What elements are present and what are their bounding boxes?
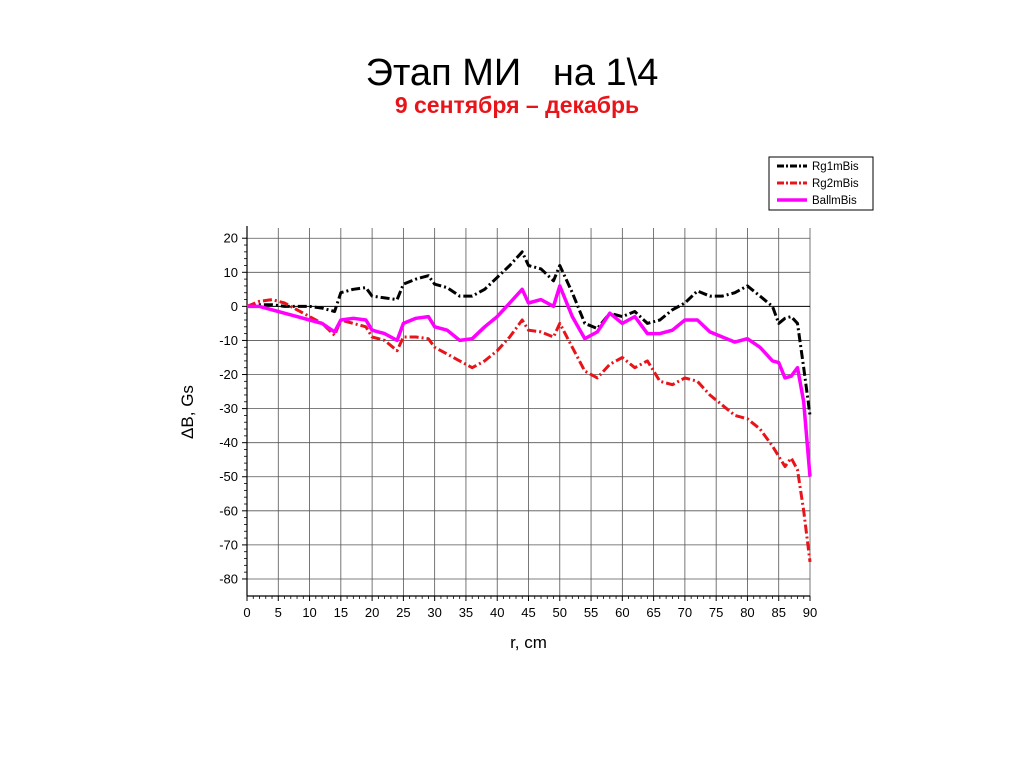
x-tick-label: 50 (553, 605, 567, 620)
x-tick-label: 25 (396, 605, 410, 620)
x-tick-label: 70 (678, 605, 692, 620)
y-tick-label: -10 (219, 333, 238, 348)
x-tick-label: 0 (243, 605, 250, 620)
x-tick-label: 60 (615, 605, 629, 620)
y-tick-label: -20 (219, 367, 238, 382)
legend-label: BallmBis (812, 195, 857, 207)
legend: Rg1mBis Rg2mBis BallmBis (768, 156, 874, 211)
x-tick-label: 65 (646, 605, 660, 620)
y-tick-label: 10 (224, 265, 238, 280)
series-layer (246, 250, 812, 563)
y-tick-label: 20 (224, 231, 238, 246)
x-tick-label: 45 (521, 605, 535, 620)
x-axis-label: r, cm (510, 633, 547, 652)
chart-title: Этап МИ на 1\4 (365, 52, 659, 94)
x-tick-label: 85 (771, 605, 785, 620)
legend-label: Rg2mBis (812, 178, 859, 190)
series-line-Rg2mBis (246, 298, 812, 563)
grid (246, 228, 811, 596)
y-tick-label: -50 (219, 469, 238, 484)
x-tick-label: 15 (334, 605, 348, 620)
x-tick-label: 5 (275, 605, 282, 620)
x-tick-label: 20 (365, 605, 379, 620)
y-tick-label: -30 (219, 401, 238, 416)
legend-label: Rg1mBis (812, 161, 859, 173)
x-tick-label: 40 (490, 605, 504, 620)
x-tick-label: 30 (427, 605, 441, 620)
x-tick-label: 10 (302, 605, 316, 620)
y-tick-label: -40 (219, 435, 238, 450)
series-line-Rg1mBis (246, 250, 812, 416)
x-tick-label: 90 (803, 605, 817, 620)
y-tick-label: -60 (219, 503, 238, 518)
series-line-BallmBis (247, 284, 812, 477)
chart-subtitle: 9 сентября – декабрь (394, 92, 640, 118)
y-tick-label: 0 (231, 299, 238, 314)
x-tick-label: 80 (740, 605, 754, 620)
x-tick-label: 55 (584, 605, 598, 620)
y-axis-label: ΔB, Gs (178, 385, 197, 439)
axes: 0 5 10 15 20 25 30 35 40 45 50 55 60 65 70 75 80 85 90 20 10… (219, 226, 817, 620)
x-tick-label: 35 (459, 605, 473, 620)
x-tick-label: 75 (709, 605, 723, 620)
y-tick-label: -80 (219, 571, 238, 586)
y-tick-label: -70 (219, 537, 238, 552)
